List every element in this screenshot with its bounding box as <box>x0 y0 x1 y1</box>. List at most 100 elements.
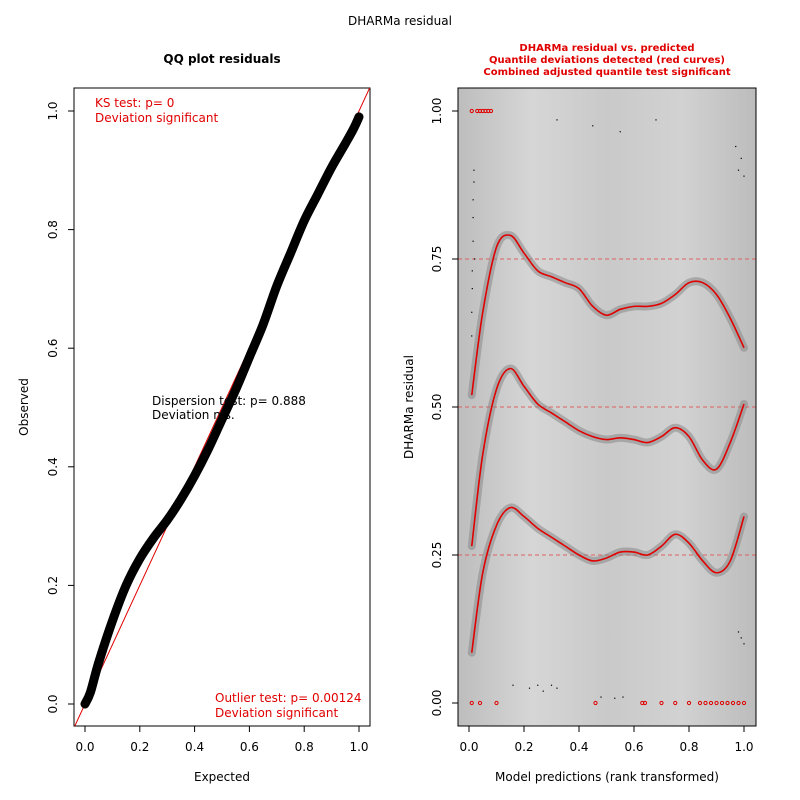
residual-marks <box>458 108 756 706</box>
residual-point <box>472 216 474 219</box>
residual-point <box>473 258 476 260</box>
residual-x-tick-label: 0.4 <box>569 740 588 754</box>
residual-x-tick-label: 0.2 <box>514 740 533 754</box>
residual-point <box>655 119 657 121</box>
qq-ylabel: Observed <box>17 378 31 436</box>
residual-point <box>619 131 621 133</box>
outlier-point <box>642 700 648 706</box>
residual-x-axis: 0.0 0.2 0.4 0.6 0.8 1.0 <box>459 726 754 754</box>
residual-x-tick-label: 0.8 <box>679 740 698 754</box>
residual-x-tick-label: 1.0 <box>734 740 753 754</box>
qq-y-tick-label: 0.6 <box>46 339 60 358</box>
qq-y-tick-label: 1.0 <box>46 101 60 120</box>
page-title: DHARMa residual <box>348 14 452 28</box>
residual-ylabel: DHARMa residual <box>402 355 416 459</box>
qq-x-tick-label: 0.8 <box>295 740 314 754</box>
residual-point <box>735 145 737 148</box>
residual-point <box>550 684 553 686</box>
residual-y-tick-label: 0.75 <box>430 246 444 273</box>
residual-point <box>556 119 558 121</box>
residual-point <box>473 181 475 183</box>
qq-xlabel: Expected <box>194 770 250 784</box>
outlier-point <box>741 700 747 706</box>
residual-panel: DHARMa residual vs. predicted Quantile d… <box>402 43 757 784</box>
outlier-point <box>725 700 730 706</box>
qq-x-tick-label: 0.2 <box>130 740 149 754</box>
residual-point <box>592 125 594 127</box>
residual-point <box>512 684 514 686</box>
residual-point <box>528 687 531 689</box>
quantile-curve <box>470 367 745 547</box>
residual-point <box>740 637 742 639</box>
residual-point <box>737 169 740 171</box>
residual-point <box>542 690 544 692</box>
outlier-deviation-label: Deviation significant <box>215 706 338 720</box>
outlier-point <box>708 700 714 706</box>
qq-y-tick-label: 0.8 <box>46 220 60 239</box>
residual-point <box>471 335 473 337</box>
ks-deviation-label: Deviation significant <box>95 111 218 125</box>
outlier-point <box>686 700 692 706</box>
residual-x-tick-label: 0.0 <box>459 740 478 754</box>
residual-title-line-2: Quantile deviations detected (red curves… <box>489 55 725 66</box>
qq-x-tick-label: 0.6 <box>240 740 259 754</box>
qq-panel: QQ plot residuals 0.0 0.2 0.4 0.6 0.8 1.0 0.0… <box>17 52 371 784</box>
quantile-curve <box>470 506 745 653</box>
residual-point <box>600 696 602 698</box>
residual-xlabel: Model predictions (rank transformed) <box>495 770 719 784</box>
outlier-point <box>730 700 736 706</box>
residual-point <box>537 684 539 686</box>
residual-y-tick-label: 0.25 <box>430 542 444 569</box>
outlier-point <box>494 700 499 706</box>
residual-point <box>471 270 473 272</box>
quantile-curve <box>470 234 745 396</box>
outlier-point <box>488 108 494 114</box>
outlier-point <box>714 700 719 706</box>
outlier-point <box>593 700 598 706</box>
outlier-test-label: Outlier test: p= 0.00124 <box>215 691 362 705</box>
residual-point <box>472 240 474 242</box>
residual-point <box>743 175 745 177</box>
outlier-point <box>659 700 664 706</box>
qq-y-tick-label: 0.0 <box>46 694 60 713</box>
qq-x-tick-label: 0.4 <box>185 740 204 754</box>
residual-point <box>473 169 475 171</box>
residual-x-tick-label: 0.6 <box>624 740 643 754</box>
outlier-point <box>469 700 474 706</box>
residual-y-tick-label: 0.50 <box>430 394 444 421</box>
qq-y-tick-label: 0.2 <box>46 576 60 595</box>
dispersion-deviation-label: Deviation n.s. <box>152 408 235 422</box>
residual-y-axis: 0.00 0.25 0.50 0.75 1.00 <box>430 98 458 717</box>
residual-point <box>471 311 473 313</box>
residual-title-line-1: DHARMa residual vs. predicted <box>519 43 694 54</box>
residual-point <box>622 696 624 698</box>
qq-plot-frame <box>73 87 371 727</box>
qq-marks <box>74 88 370 726</box>
outlier-point <box>673 700 678 706</box>
residual-point <box>556 687 558 689</box>
outlier-point <box>719 700 725 706</box>
residual-y-tick-label: 0.00 <box>430 690 444 717</box>
residual-y-tick-label: 1.00 <box>430 98 444 125</box>
outlier-point <box>477 700 483 706</box>
outlier-point <box>703 700 708 706</box>
outlier-point <box>469 108 474 114</box>
residual-point <box>737 631 740 633</box>
qq-x-tick-label: 0.0 <box>75 740 94 754</box>
qq-x-axis: 0.0 0.2 0.4 0.6 0.8 1.0 <box>75 726 369 754</box>
qq-y-axis: 0.0 0.2 0.4 0.6 0.8 1.0 <box>46 101 74 714</box>
outlier-point <box>697 700 703 706</box>
ks-test-label: KS test: p= 0 <box>95 96 174 110</box>
outlier-point <box>736 700 741 706</box>
residual-point <box>472 199 474 201</box>
residual-point <box>614 697 616 699</box>
residual-point <box>740 157 742 159</box>
qq-y-tick-label: 0.4 <box>46 457 60 476</box>
qq-observed-curve <box>80 112 364 709</box>
residual-point <box>743 643 745 645</box>
residual-title-line-3: Combined adjusted quantile test signific… <box>483 67 730 78</box>
residual-point <box>471 288 473 290</box>
qq-x-tick-label: 1.0 <box>349 740 368 754</box>
dispersion-test-label: Dispersion test: p= 0.888 <box>152 394 306 408</box>
